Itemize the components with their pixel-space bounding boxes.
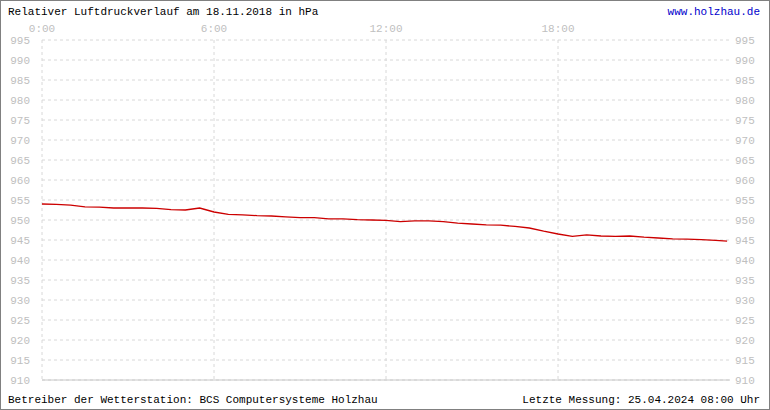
y-tick-label: 980: [735, 95, 755, 107]
data-line: [42, 204, 727, 241]
footer-operator: Betreiber der Wetterstation: BCS Compute…: [8, 394, 378, 406]
y-tick-label: 980: [10, 95, 30, 107]
y-tick-label: 935: [10, 275, 30, 287]
y-tick-label: 985: [10, 75, 30, 87]
url: www.holzhau.de: [668, 6, 760, 18]
y-tick-label: 930: [10, 295, 30, 307]
y-tick-label: 990: [735, 55, 755, 67]
grid-line: [42, 200, 730, 201]
y-tick-label: 915: [10, 355, 30, 367]
y-tick-label: 910: [735, 375, 755, 387]
y-tick-label: 970: [10, 135, 30, 147]
x-axis: [42, 380, 730, 381]
grid-line: [42, 380, 730, 381]
grid-line: [558, 40, 559, 380]
grid-line: [42, 80, 730, 81]
x-tick-label: 6:00: [201, 23, 227, 35]
y-tick-label: 970: [735, 135, 755, 147]
y-tick-label: 975: [735, 115, 755, 127]
y-tick-label: 975: [10, 115, 30, 127]
y-tick-label: 940: [735, 255, 755, 267]
y-tick-label: 960: [10, 175, 30, 187]
y-tick-label: 925: [10, 315, 30, 327]
plot-area: [42, 204, 727, 241]
x-tick-label: 12:00: [369, 23, 402, 35]
border: [1, 1, 770, 410]
y-tick-label: 985: [735, 75, 755, 87]
y-tick-label: 965: [735, 155, 755, 167]
y-tick-label: 955: [735, 195, 755, 207]
grid-line: [42, 140, 730, 141]
y-tick-label: 965: [10, 155, 30, 167]
y-tick-label: 945: [735, 235, 755, 247]
y-tick-label: 935: [735, 275, 755, 287]
y-tick-label: 950: [10, 215, 30, 227]
grid-line: [42, 320, 730, 321]
grid-line: [386, 40, 387, 380]
y-tick-label: 920: [10, 335, 30, 347]
y-tick-label: 930: [735, 295, 755, 307]
y-tick-label: 940: [10, 255, 30, 267]
x-tick-label: 0:00: [29, 23, 55, 35]
y-tick-label: 955: [10, 195, 30, 207]
x-tick-label: 18:00: [541, 23, 574, 35]
y-tick-label: 925: [735, 315, 755, 327]
y-tick-label: 995: [10, 35, 30, 47]
y-tick-label: 915: [735, 355, 755, 367]
y-tick-label: 990: [10, 55, 30, 67]
y-tick-label: 950: [735, 215, 755, 227]
y-tick-label: 920: [735, 335, 755, 347]
grid-line: [42, 40, 43, 380]
chart: 910 910 915 915 920 920 925 925 930 930 935 935 940 9…: [0, 0, 770, 410]
grid-line: [214, 40, 215, 380]
grid-line: [42, 260, 730, 261]
y-tick-label: 945: [10, 235, 30, 247]
y-tick-label: 910: [10, 375, 30, 387]
y-tick-label: 960: [735, 175, 755, 187]
footer-last-measurement: Letzte Messung: 25.04.2024 08:00 Uhr: [522, 394, 760, 406]
y-tick-label: 995: [735, 35, 755, 47]
title: Relativer Luftdruckverlauf am 18.11.2018…: [8, 6, 319, 18]
